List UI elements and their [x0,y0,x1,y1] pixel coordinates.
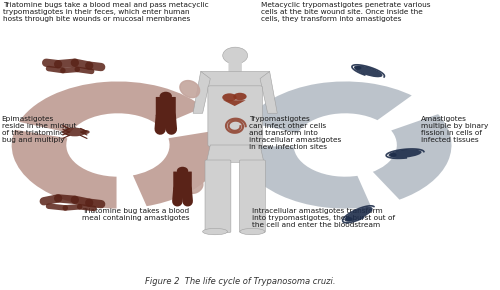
Wedge shape [238,145,373,210]
Wedge shape [131,128,226,208]
FancyBboxPatch shape [174,172,192,189]
Wedge shape [17,80,206,135]
FancyBboxPatch shape [205,160,231,233]
FancyBboxPatch shape [240,160,266,233]
Ellipse shape [355,66,362,70]
Text: Metacyclic trypomastigotes penetrate various
cells at the bite wound site. Once : Metacyclic trypomastigotes penetrate var… [262,2,431,22]
FancyBboxPatch shape [228,60,242,72]
Ellipse shape [202,229,228,235]
Ellipse shape [177,167,188,175]
Ellipse shape [388,149,422,158]
Wedge shape [10,128,118,210]
Polygon shape [200,71,270,90]
Polygon shape [180,81,200,98]
Polygon shape [260,71,278,113]
Text: Triatomine bug takes a blood
meal containing amastigotes: Triatomine bug takes a blood meal contai… [82,209,190,222]
FancyBboxPatch shape [208,86,262,146]
Ellipse shape [344,207,372,222]
Text: Trypomastigotes
can infect other cells
and transform into
intracellular amastigo: Trypomastigotes can infect other cells a… [248,116,341,150]
Ellipse shape [160,92,172,101]
Wedge shape [370,113,453,201]
Text: Figure 2  The life cycle of Trypanosoma cruzi.: Figure 2 The life cycle of Trypanosoma c… [144,278,335,287]
Text: Amastigotes
multiple by binary
fission in cells of
infected tissues: Amastigotes multiple by binary fission i… [421,116,488,143]
Text: Epimastigotes
reside in the midgut
of the triatomine
bug and multiply: Epimastigotes reside in the midgut of th… [2,116,76,143]
Ellipse shape [354,66,382,77]
Ellipse shape [240,229,265,235]
Ellipse shape [222,47,248,64]
Polygon shape [223,100,246,106]
Ellipse shape [64,128,86,136]
Polygon shape [206,145,264,162]
Text: Intracellular amastigotes transform
into trypomastigotes, then burst out of
the : Intracellular amastigotes transform into… [252,209,395,229]
Ellipse shape [346,217,352,221]
Polygon shape [186,178,203,193]
FancyBboxPatch shape [156,97,176,116]
Polygon shape [193,71,210,113]
Ellipse shape [222,93,236,101]
Wedge shape [244,80,414,135]
Ellipse shape [234,93,246,100]
Text: Triatomine bugs take a blood meal and pass metacyclic
trypomastigotes in their f: Triatomine bugs take a blood meal and pa… [3,2,208,22]
Ellipse shape [390,153,396,157]
Ellipse shape [81,130,90,134]
